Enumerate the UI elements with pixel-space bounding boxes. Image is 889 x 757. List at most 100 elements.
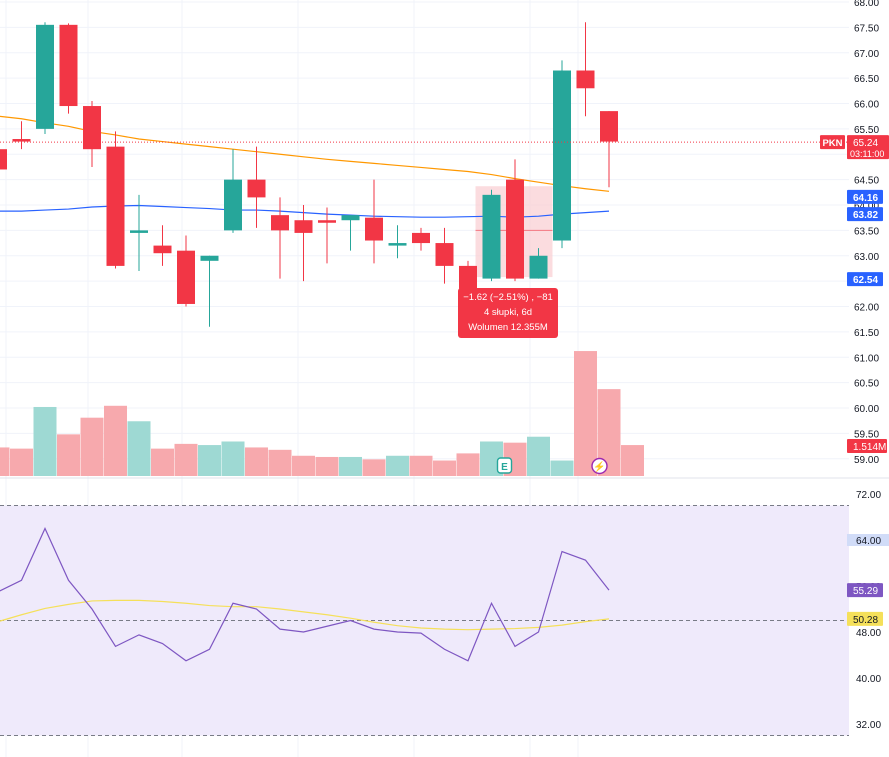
rsi-ma-line (0, 599, 610, 631)
rsi-ma-label: 50.28 (853, 615, 878, 626)
candle-body (59, 24, 78, 107)
rsi-value-badge: 55.29 (847, 583, 883, 598)
rsi-tick-label: 40.00 (856, 674, 881, 685)
candle-body (341, 215, 360, 221)
volume-bar (339, 456, 362, 476)
volume-bar (10, 448, 33, 476)
candle-body (553, 70, 571, 241)
dividend-marker[interactable]: ⚡ (591, 457, 608, 475)
earnings-marker[interactable]: E (496, 457, 513, 474)
volume-bar (550, 460, 574, 476)
marker-glyph: E (501, 462, 508, 473)
candle-down (153, 225, 172, 266)
volume-bar (362, 459, 386, 476)
candle-down (459, 260, 477, 289)
price-badge-background (847, 189, 883, 204)
candle-body (83, 106, 101, 150)
price-tick-label: 60.00 (854, 404, 879, 415)
candle-down (506, 159, 524, 282)
price-tick-label: 60.50 (854, 379, 879, 390)
candle-down (106, 131, 125, 269)
rsi-line (0, 527, 610, 662)
last-price-badge: 65.24 03:11:00 (847, 135, 889, 160)
price-tick-label: 68.00 (854, 0, 879, 9)
candle-down (83, 100, 101, 167)
price-tick-label: 64.00 (854, 201, 879, 212)
rsi-upper-badge: 64.00 (847, 534, 889, 547)
candle-body (600, 111, 618, 142)
candle-down (177, 235, 195, 307)
tooltip-bars: 4 słupki, 6d (484, 307, 532, 318)
candle-body (294, 220, 313, 233)
price-tick-label: 61.00 (854, 353, 879, 364)
volume-bar (597, 389, 621, 476)
volume-bar (292, 455, 315, 476)
tooltip-volume: Wolumen 12.355M (468, 322, 548, 333)
rsi-ma-badge-background (847, 611, 883, 626)
candle-body (36, 24, 54, 129)
price-pane[interactable]: E ⚡ −1.62 (−2.51%) , −81 4 słupki, 6d Wol… (0, 1, 849, 476)
candle-body (529, 255, 548, 279)
price-axis-badges: PKN 65.24 03:11:00 1.514M 64.16 63.82 62.5… (820, 135, 889, 453)
lightning-icon (591, 457, 608, 475)
price-tick-label: 66.00 (854, 100, 879, 111)
measure-tooltip: −1.62 (−2.51%) , −81 4 słupki, 6d Wolume… (458, 288, 558, 338)
candle-body (271, 215, 289, 231)
candle-body (177, 250, 195, 304)
candle-down (435, 227, 454, 284)
volume-bar (621, 445, 644, 476)
candle-body (247, 179, 266, 198)
rsi-upper-badge-background (847, 534, 889, 546)
price-tick-label: 65.50 (854, 125, 879, 136)
candle-down (412, 227, 430, 251)
candle-body (153, 245, 172, 254)
volume-last-label: 1.514M (853, 442, 886, 453)
volume-bar (433, 460, 456, 476)
candle-down (12, 121, 31, 150)
price-badge-background (847, 272, 883, 287)
price-axis[interactable]: 68.0067.5067.0066.5066.0065.5065.0064.50… (854, 0, 879, 466)
candle-body (365, 217, 383, 241)
price-badge-background (847, 207, 883, 222)
candle-up (482, 189, 501, 282)
symbol-badge: PKN (820, 135, 845, 150)
rsi-levels (0, 505, 849, 736)
last-price-label: 65.24 (853, 138, 878, 149)
rsi-value-badge-background (847, 583, 883, 598)
price-badge-label: 62.54 (853, 275, 878, 286)
volume-bar (245, 447, 268, 476)
volume-bar (57, 434, 80, 476)
marker-glyph: ⚡ (593, 460, 605, 473)
candle-body (318, 220, 336, 223)
price-tick-label: 64.50 (854, 176, 879, 187)
volume-bar (315, 456, 339, 476)
candle-body (224, 179, 242, 231)
candle-body (0, 149, 7, 170)
candle-up (553, 60, 571, 249)
last-price-badge-background (847, 135, 889, 160)
volume-bar (221, 441, 245, 476)
price-badge: 63.82 (847, 207, 883, 222)
price-tick-label: 59.50 (854, 429, 879, 440)
volume-bar (574, 351, 597, 476)
rsi-axis-badges: 64.00 55.29 50.28 (847, 534, 889, 626)
candle-down (365, 179, 383, 264)
rsi-tick-label: 32.00 (856, 720, 881, 731)
candles (0, 22, 618, 327)
candle-body (388, 243, 407, 246)
symbol-label: PKN (822, 138, 842, 149)
earnings-icon (496, 457, 513, 474)
price-tick-label: 61.50 (854, 328, 879, 339)
candle-up (388, 225, 407, 259)
rsi-pane[interactable] (0, 505, 849, 736)
candle-body (576, 70, 595, 89)
price-gridlines (0, 1, 849, 460)
rsi-value-label: 55.29 (853, 586, 878, 597)
candle-down (0, 149, 7, 170)
price-tick-label: 63.50 (854, 226, 879, 237)
volume-bars (0, 351, 644, 476)
event-markers[interactable]: E ⚡ (496, 457, 608, 475)
candle-body (412, 232, 430, 244)
